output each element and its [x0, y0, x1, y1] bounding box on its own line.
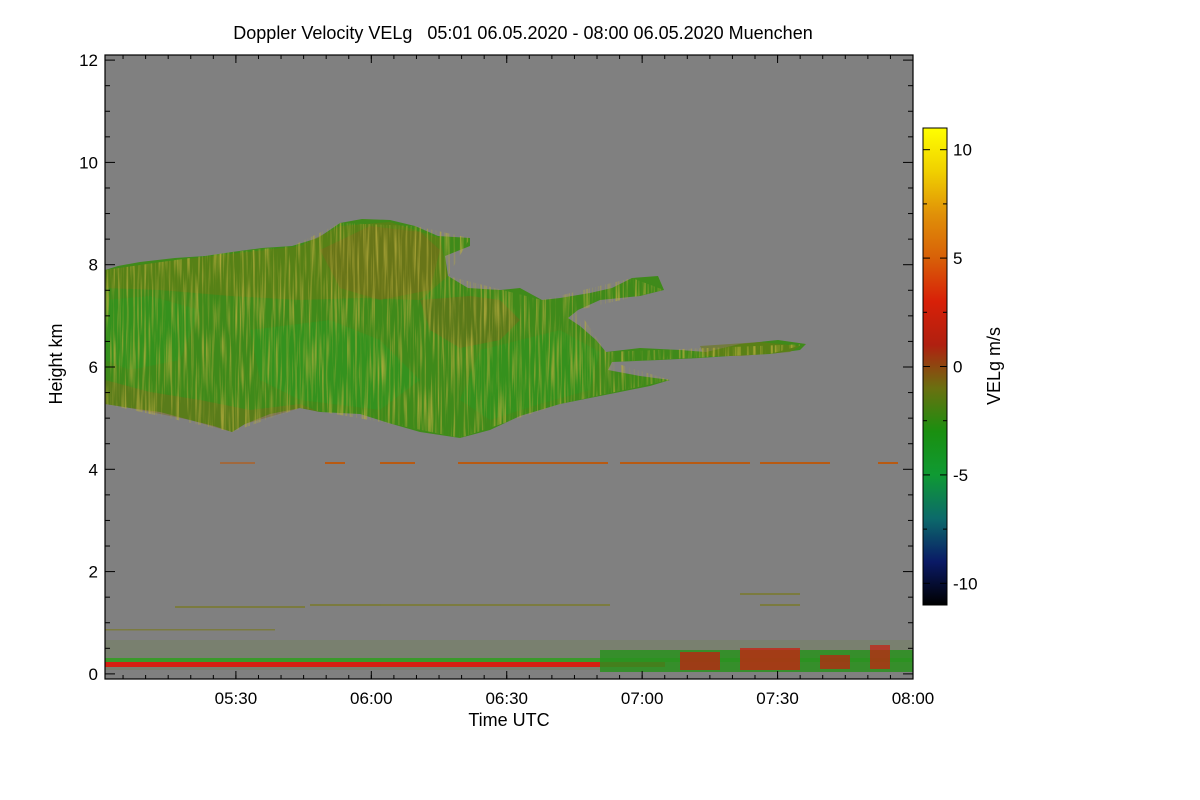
velocity-field: [105, 219, 913, 672]
colorbar-label: VELg m/s: [984, 327, 1004, 405]
x-tick-label: 06:00: [350, 689, 393, 708]
x-tick-label: 08:00: [892, 689, 935, 708]
x-tick-label: 06:30: [485, 689, 528, 708]
colorbar-tick-label: 0: [953, 358, 962, 377]
x-axis: 05:30 06:00 06:30 07:00 07:30 08:00: [122, 55, 935, 708]
line-1km: [105, 593, 800, 631]
colorbar-tick-label: -10: [953, 574, 978, 593]
colorbar-tick-label: -5: [953, 466, 968, 485]
chart-title: Doppler Velocity VELg 05:01 06.05.2020 -…: [233, 23, 812, 43]
y-axis-label: Height km: [46, 323, 66, 404]
y-tick-label: 0: [89, 665, 98, 684]
colorbar-tick-label: 10: [953, 141, 972, 160]
x-tick-label: 07:00: [621, 689, 664, 708]
y-tick-label: 6: [89, 358, 98, 377]
y-tick-label: 2: [89, 563, 98, 582]
y-tick-label: 12: [79, 51, 98, 70]
ground-clutter: [105, 640, 913, 672]
colorbar-tick-label: 5: [953, 249, 962, 268]
x-axis-label: Time UTC: [468, 710, 549, 730]
cloud-streaks: [105, 223, 806, 438]
y-axis: 0 2 4 6 8 10 12: [79, 51, 913, 684]
y-tick-label: 8: [89, 256, 98, 275]
line-4km: [220, 462, 898, 464]
x-tick-label: 05:30: [215, 689, 258, 708]
colorbar-axis: 10 5 0 -5 -10: [923, 141, 978, 593]
y-tick-label: 10: [79, 153, 98, 172]
y-tick-label: 4: [89, 460, 98, 479]
x-tick-label: 07:30: [756, 689, 799, 708]
